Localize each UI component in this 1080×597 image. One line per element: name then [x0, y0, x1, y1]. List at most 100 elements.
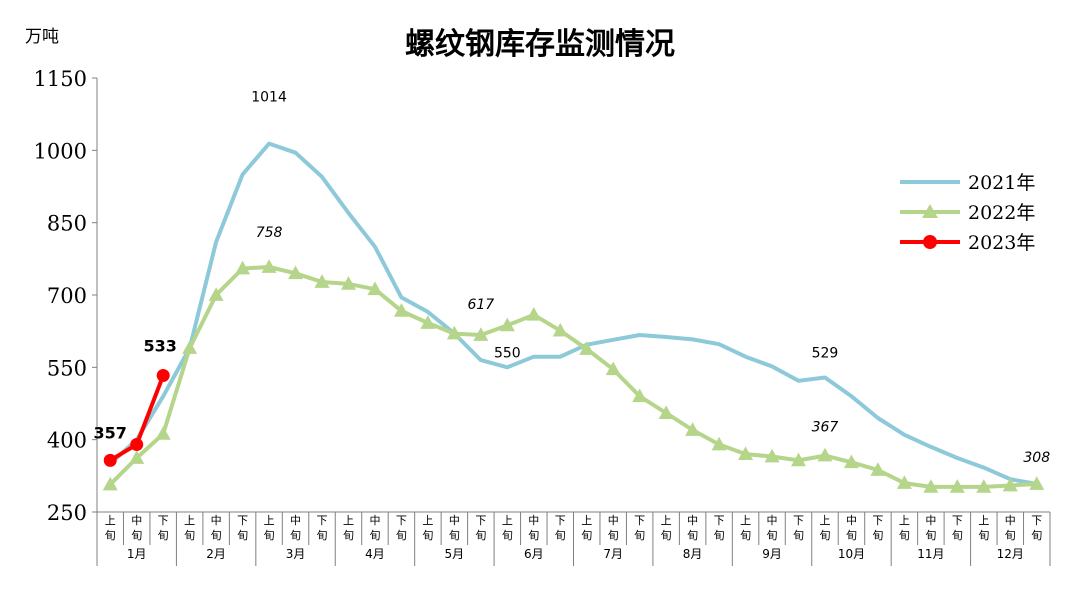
period-label: 上旬	[899, 514, 910, 542]
data-point	[102, 476, 118, 491]
data-label: 1014	[251, 90, 287, 106]
period-label: 上旬	[978, 514, 989, 542]
month-label: 11月	[917, 547, 944, 561]
data-point	[314, 274, 330, 288]
period-label: 下旬	[1031, 514, 1042, 542]
period-label: 上旬	[502, 514, 513, 542]
data-point	[393, 303, 409, 317]
period-label: 下旬	[396, 514, 407, 542]
data-label: 550	[494, 345, 521, 361]
data-label: 617	[467, 297, 494, 313]
data-point	[632, 388, 648, 403]
series-line	[108, 141, 1039, 486]
data-point	[340, 276, 356, 290]
data-point	[791, 452, 807, 467]
data-point	[420, 315, 436, 329]
y-tick-label: 1150	[34, 67, 87, 91]
month-label: 8月	[683, 547, 703, 561]
period-label: 中旬	[211, 514, 222, 542]
data-point	[579, 341, 595, 355]
data-point	[658, 405, 674, 419]
y-tick-label: 850	[47, 212, 87, 236]
data-point	[526, 306, 542, 321]
series-layer	[102, 141, 1045, 493]
period-label: 下旬	[237, 514, 248, 542]
legend-marker	[922, 204, 938, 218]
data-point	[605, 361, 621, 376]
data-point	[764, 448, 780, 463]
period-label: 中旬	[1005, 514, 1016, 542]
period-label: 中旬	[449, 514, 460, 542]
data-point	[870, 462, 886, 476]
data-point	[738, 446, 754, 460]
data-point	[367, 281, 383, 296]
period-label: 中旬	[369, 514, 380, 542]
legend-item: 2023年	[900, 232, 1035, 254]
data-point	[235, 260, 251, 275]
data-point	[261, 259, 277, 273]
period-label: 上旬	[661, 514, 672, 542]
period-label: 下旬	[555, 514, 566, 542]
data-point	[103, 453, 117, 467]
period-label: 上旬	[105, 514, 116, 542]
period-label: 中旬	[608, 514, 619, 542]
data-point	[473, 327, 489, 341]
data-point	[155, 426, 171, 440]
y-tick-label: 400	[47, 429, 87, 453]
month-label: 4月	[365, 547, 385, 561]
period-label: 上旬	[740, 514, 751, 542]
data-point	[896, 475, 912, 489]
y-tick-label: 550	[47, 356, 87, 380]
period-label: 下旬	[634, 514, 645, 542]
data-point	[976, 479, 992, 493]
annotation-layer: 1014 550 529 758 617 367 308 357 533	[94, 90, 1051, 466]
data-point	[1029, 476, 1045, 490]
data-point	[446, 325, 462, 340]
month-label: 6月	[524, 547, 544, 561]
series-2022年	[102, 259, 1045, 493]
month-label: 10月	[838, 547, 865, 561]
period-label: 下旬	[158, 514, 169, 542]
series-2021年	[108, 141, 1039, 486]
data-label: 529	[812, 345, 839, 361]
period-label: 中旬	[131, 514, 142, 542]
y-tick-label: 250	[47, 501, 87, 525]
data-point	[208, 287, 224, 301]
period-label: 上旬	[581, 514, 592, 542]
data-point	[1002, 477, 1018, 492]
legend-label: 2023年	[968, 232, 1035, 254]
period-label: 下旬	[317, 514, 328, 542]
period-label: 中旬	[925, 514, 936, 542]
month-label: 5月	[445, 547, 465, 561]
data-point	[843, 454, 859, 469]
data-point	[949, 479, 965, 493]
data-label: 533	[143, 337, 176, 356]
legend: 2021年 2022年 2023年	[900, 172, 1035, 254]
data-point	[685, 422, 701, 436]
month-label: 9月	[762, 547, 782, 561]
period-label: 上旬	[819, 514, 830, 542]
month-label: 1月	[127, 547, 147, 561]
legend-label: 2021年	[968, 172, 1035, 194]
data-point	[817, 447, 833, 462]
chart-title: 螺纹钢库存监测情况	[405, 27, 675, 62]
period-label: 上旬	[264, 514, 275, 542]
data-point	[156, 369, 170, 383]
month-label: 2月	[206, 547, 226, 561]
data-point	[711, 436, 727, 451]
data-point	[130, 437, 144, 451]
period-label: 下旬	[872, 514, 883, 542]
data-label: 367	[812, 420, 839, 436]
period-label: 下旬	[952, 514, 963, 542]
period-label: 下旬	[475, 514, 486, 542]
data-point	[923, 479, 939, 493]
data-label: 357	[94, 423, 127, 442]
data-point	[182, 340, 198, 354]
series-line	[108, 265, 1039, 489]
period-label: 下旬	[793, 514, 804, 542]
data-label: 758	[256, 225, 283, 241]
y-tick-label: 700	[47, 284, 87, 308]
period-label: 中旬	[846, 514, 857, 542]
legend-marker	[923, 235, 937, 249]
period-label: 下旬	[714, 514, 725, 542]
